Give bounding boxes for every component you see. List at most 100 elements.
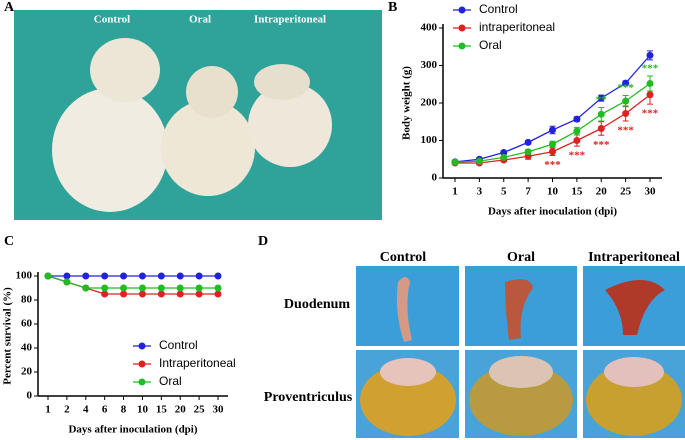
- data-point: [549, 126, 556, 134]
- legend-marker: [138, 360, 146, 368]
- data-point: [195, 284, 203, 292]
- data-point: [549, 148, 556, 156]
- data-point: [646, 91, 654, 99]
- data-point: [138, 290, 146, 298]
- data-point: [157, 290, 165, 298]
- data-point: [44, 272, 52, 280]
- x-tick-label: 30: [645, 186, 657, 198]
- data-point: [573, 137, 581, 144]
- x-tick-label: 2: [64, 404, 70, 416]
- data-point: [120, 284, 128, 292]
- x-tick-label: 7: [525, 186, 531, 198]
- annotation: ***: [617, 82, 634, 94]
- data-point: [214, 290, 222, 298]
- legend-label: Oral: [159, 374, 182, 388]
- annotation: ***: [544, 159, 561, 171]
- data-point: [176, 272, 184, 280]
- x-tick-label: 10: [547, 186, 559, 198]
- x-tick-label: 5: [501, 186, 507, 198]
- proventriculus: [360, 364, 456, 436]
- data-point: [214, 272, 222, 280]
- panel-letter: B: [388, 0, 397, 15]
- y-tick-label: 60: [21, 318, 33, 330]
- proventriculus: [489, 356, 553, 388]
- annotation: ***: [569, 150, 586, 162]
- chick: [90, 38, 160, 102]
- proventriculus: [604, 357, 664, 387]
- annotation: ***: [593, 139, 610, 151]
- data-point: [157, 284, 165, 292]
- x-tick-label: 20: [596, 186, 608, 198]
- data-point: [597, 125, 605, 132]
- data-point: [101, 290, 109, 298]
- data-point: [195, 272, 203, 280]
- proventriculus: [469, 364, 573, 436]
- annotation: **: [596, 94, 608, 106]
- x-tick-label: 15: [156, 404, 168, 416]
- duodenum: [505, 279, 533, 340]
- y-tick-label: 300: [421, 59, 438, 71]
- proventriculus: [380, 358, 436, 386]
- x-axis-label: Days after inoculation (dpi): [488, 206, 617, 218]
- data-point: [451, 158, 459, 166]
- annotation: ***: [642, 108, 659, 120]
- data-point: [63, 272, 71, 280]
- photo-label: Control: [94, 14, 130, 26]
- photo-label: Intraperitoneal: [254, 14, 326, 26]
- data-point: [597, 94, 605, 102]
- y-tick-label: 400: [421, 22, 438, 34]
- data-point: [82, 272, 90, 280]
- series-line: [47, 275, 218, 289]
- data-point: [500, 149, 508, 156]
- data-point: [622, 110, 630, 117]
- chick: [254, 64, 310, 100]
- x-tick-label: 20: [175, 404, 187, 416]
- data-point: [120, 290, 128, 298]
- column-label: Intraperitoneal: [588, 250, 680, 265]
- data-point: [101, 272, 109, 280]
- y-tick-label: 20: [21, 366, 33, 378]
- series-line: [47, 275, 218, 295]
- duodenum: [396, 277, 412, 342]
- annotation: ***: [642, 63, 659, 75]
- data-point: [101, 284, 109, 292]
- column-label: Control: [380, 250, 427, 265]
- column-label: Oral: [507, 250, 535, 265]
- y-axis-label: Percent survival (%): [2, 287, 14, 385]
- data-point: [82, 284, 90, 292]
- annotation: ***: [617, 125, 634, 137]
- x-tick-label: 4: [83, 404, 89, 416]
- data-point: [138, 272, 146, 280]
- legend-marker: [138, 378, 146, 386]
- y-tick-label: 100: [421, 134, 438, 146]
- x-tick-label: 1: [452, 186, 458, 198]
- panel-letter: D: [258, 234, 268, 249]
- y-tick-label: 0: [27, 390, 33, 402]
- y-tick-label: 200: [421, 97, 438, 109]
- legend-marker: [458, 24, 466, 32]
- y-tick-label: 80: [21, 294, 33, 306]
- y-tick-label: 100: [16, 270, 33, 282]
- data-point: [214, 284, 222, 292]
- data-point: [475, 157, 483, 165]
- proventriculus: [586, 364, 682, 436]
- data-point: [646, 80, 654, 87]
- chick: [52, 88, 168, 212]
- data-point: [622, 79, 630, 87]
- chick: [186, 66, 238, 118]
- y-tick-label: 40: [21, 342, 33, 354]
- x-tick-label: 3: [477, 186, 483, 198]
- x-tick-label: 15: [571, 186, 583, 198]
- data-point: [195, 290, 203, 298]
- chick: [161, 100, 255, 196]
- data-point: [500, 153, 508, 161]
- data-point: [524, 138, 532, 146]
- data-point: [176, 284, 184, 292]
- data-point: [63, 278, 71, 286]
- x-tick-label: 25: [194, 404, 206, 416]
- legend-label: Intraperitoneal: [159, 356, 236, 370]
- legend-marker: [138, 342, 146, 350]
- data-point: [573, 127, 581, 135]
- data-point: [622, 97, 630, 105]
